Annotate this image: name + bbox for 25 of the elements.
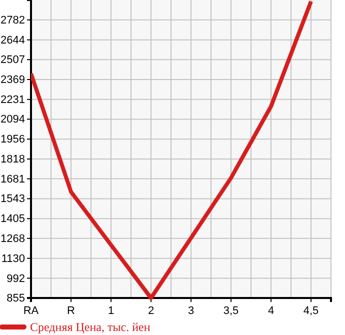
x-tick-label: RA (23, 304, 40, 317)
line-series (31, 0, 313, 300)
legend-label: Средняя Цена, тыс. йен (30, 320, 151, 334)
x-tick-label: 3 (188, 304, 194, 317)
x-tick-label: 4 (268, 304, 274, 317)
x-tick-label: 4,5 (303, 304, 319, 317)
x-tick-label: 1 (108, 304, 114, 317)
x-tick-label: R (67, 304, 76, 317)
y-tick-label: 1268 (0, 232, 25, 245)
y-tick-label: 1543 (0, 193, 25, 206)
y-tick-label: 2644 (0, 34, 25, 46)
y-tick-label: 1405 (0, 213, 25, 226)
y-tick-label: 1818 (0, 154, 25, 166)
x-tick-label: 3,5 (223, 304, 239, 317)
y-tick-label: 855 (6, 292, 25, 305)
y-tick-label: 1130 (1, 252, 25, 265)
y-tick-label: 2369 (0, 74, 25, 86)
y-tick-label: 1956 (0, 134, 25, 146)
x-tick-label: 2 (148, 304, 154, 317)
y-tick-label: 2782 (0, 14, 25, 26)
y-tick-label: 2231 (0, 94, 25, 106)
y-tick-label: 2094 (0, 114, 25, 126)
y-tick-label: 992 (6, 272, 25, 285)
y-tick-label: 1681 (0, 173, 25, 186)
y-tick-label: 2507 (0, 54, 25, 66)
